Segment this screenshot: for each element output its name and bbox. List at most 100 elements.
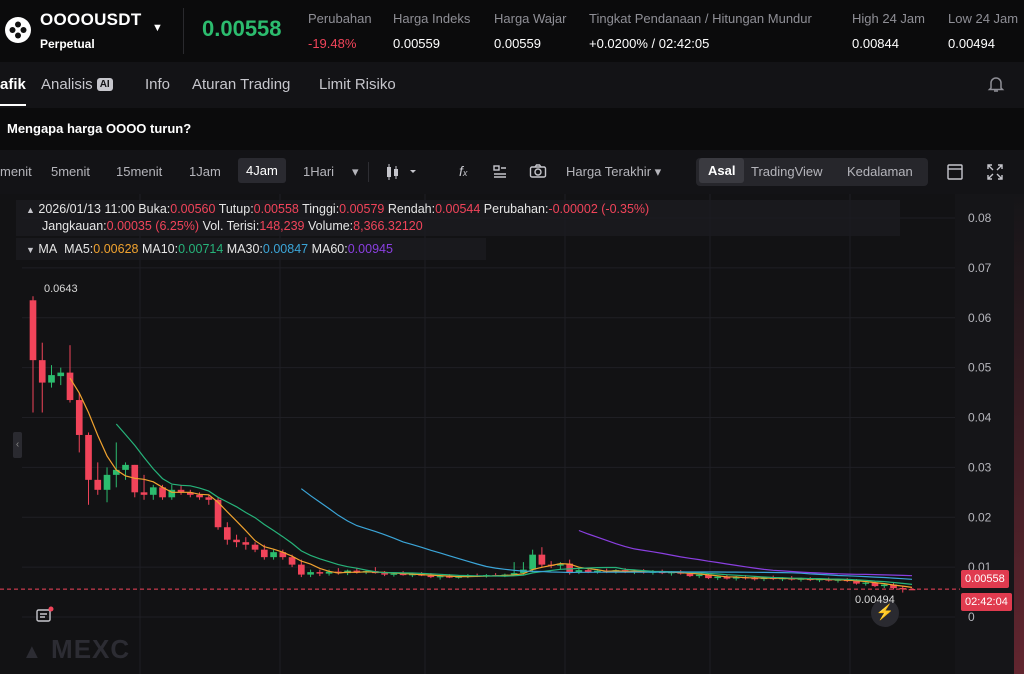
tab-analysis[interactable]: Analisis AI bbox=[41, 76, 113, 93]
chart-area[interactable]: 0.08 0.07 0.06 0.05 0.04 0.03 0.02 0.01 0 ▲ 2026… bbox=[0, 194, 1024, 674]
ohlc-low-label: Rendah: bbox=[387, 202, 436, 216]
ma60-value: 0.00945 bbox=[347, 242, 393, 256]
stat-high-24h: High 24 Jam 0.00844 bbox=[852, 11, 925, 51]
ohlc-change: -0.00002 (-0.35%) bbox=[548, 202, 650, 216]
tab-risk-limit[interactable]: Limit Risiko bbox=[319, 76, 396, 93]
ma30-line bbox=[300, 488, 913, 580]
candle-body bbox=[436, 576, 444, 578]
chart-settings-icon[interactable] bbox=[492, 164, 508, 185]
stat-funding-rate: Tingkat Pendanaan / Hitungan Mundur +0.0… bbox=[589, 11, 812, 51]
candle-body bbox=[140, 492, 148, 495]
ohlc-volume-label: Volume: bbox=[307, 219, 354, 233]
interval-5m[interactable]: 5menit bbox=[51, 164, 91, 179]
candle-body bbox=[566, 563, 573, 573]
symbol-dropdown-icon[interactable]: ▼ bbox=[152, 22, 163, 34]
candle-body bbox=[723, 576, 731, 579]
toolbar-divider bbox=[368, 162, 369, 182]
symbol-name[interactable]: OOOOUSDT bbox=[40, 10, 142, 29]
market-header: OOOOUSDT Perpetual ▼ 0.00558 Perubahan -… bbox=[0, 0, 1024, 63]
candle-body bbox=[186, 492, 194, 495]
ma5-label: MA5: bbox=[64, 242, 94, 256]
view-tradingview[interactable]: TradingView bbox=[751, 164, 823, 179]
candle-body bbox=[85, 434, 92, 480]
y-tick-label: 0 bbox=[968, 610, 975, 624]
tab-info[interactable]: Info bbox=[145, 76, 171, 93]
token-logo-icon bbox=[5, 17, 31, 43]
price-type-label: Harga Terakhir bbox=[566, 164, 652, 179]
candlestick-type-icon[interactable] bbox=[385, 163, 419, 186]
candle-body bbox=[890, 584, 897, 589]
ma60-label: MA60: bbox=[311, 242, 348, 256]
ohlc-change-label: Perubahan: bbox=[483, 202, 549, 216]
tab-trading-rules[interactable]: Aturan Trading bbox=[192, 76, 291, 93]
interval-1h[interactable]: 1Jam bbox=[189, 164, 221, 179]
header-divider bbox=[183, 8, 184, 54]
candle-body bbox=[103, 474, 111, 490]
stat-label: Tingkat Pendanaan / Hitungan Mundur bbox=[589, 11, 812, 26]
ohlc-legend-row2: Jangkauan:0.00035 (6.25%) Vol. Terisi:14… bbox=[42, 219, 423, 233]
candle-body bbox=[205, 497, 213, 500]
interval-15m[interactable]: 15menit bbox=[116, 164, 163, 179]
left-panel-toggle-icon[interactable]: ‹ bbox=[13, 432, 22, 458]
view-depth[interactable]: Kedalaman bbox=[847, 164, 913, 179]
candle-body bbox=[575, 570, 583, 573]
candle-body bbox=[381, 573, 388, 575]
ma30-label: MA30: bbox=[226, 242, 263, 256]
candle-body bbox=[159, 487, 166, 498]
section-tabs: afik Analisis AI Info Aturan Trading Limi… bbox=[0, 62, 1024, 108]
stat-change: Perubahan -19.48% bbox=[308, 11, 372, 51]
contract-type: Perpetual bbox=[40, 37, 95, 51]
candle-body bbox=[538, 554, 546, 565]
candle-body bbox=[66, 372, 74, 401]
candle-body bbox=[557, 563, 564, 566]
stat-label: Low 24 Jam bbox=[948, 11, 1019, 26]
indicators-icon[interactable]: fx bbox=[459, 163, 468, 179]
ohlc-legend: ▲ 2026/01/13 11:00 Buka:0.00560 Tutup:0.… bbox=[26, 202, 649, 216]
ohlc-range: 0.00035 (6.25%) bbox=[106, 219, 200, 233]
ohlc-open-label: Buka: bbox=[138, 202, 171, 216]
flash-trade-icon[interactable]: ⚡ bbox=[871, 599, 899, 627]
last-price: 0.00558 bbox=[202, 16, 282, 41]
stat-low-24h: Low 24 Jam 0.00494 bbox=[948, 11, 1018, 51]
y-tick-label: 0.04 bbox=[968, 411, 992, 425]
fullscreen-icon[interactable] bbox=[986, 163, 1004, 186]
candle-body bbox=[529, 554, 536, 570]
candle-body bbox=[288, 557, 296, 565]
candle-body bbox=[399, 573, 407, 576]
candle-body bbox=[149, 487, 157, 495]
ma10-line bbox=[115, 423, 913, 585]
candle-body bbox=[510, 573, 518, 575]
mexc-watermark: ▲ MEXC bbox=[22, 634, 131, 664]
interval-1d[interactable]: 1Hari bbox=[303, 164, 335, 179]
interval-4h[interactable]: 4Jam bbox=[238, 158, 286, 183]
candle-body bbox=[732, 577, 740, 579]
y-tick-label: 0.06 bbox=[968, 311, 992, 325]
candle-body bbox=[94, 479, 102, 490]
layout-icon[interactable] bbox=[946, 163, 964, 186]
price-type-select[interactable]: Harga Terakhir ▾ bbox=[566, 164, 662, 179]
ma30-value: 0.00847 bbox=[262, 242, 309, 256]
stat-value: 0.00494 bbox=[948, 36, 995, 51]
ohlc-high-label: Tinggi: bbox=[302, 202, 340, 216]
candle-body bbox=[335, 571, 342, 574]
ai-question-text[interactable]: Mengapa harga OOOO turun? bbox=[7, 121, 192, 136]
view-original[interactable]: Asal bbox=[699, 158, 745, 183]
ma-label[interactable]: MA bbox=[38, 242, 58, 256]
ai-question-banner[interactable]: Mengapa harga OOOO turun? bbox=[0, 108, 1024, 150]
collapse-legend-icon[interactable]: ▲ bbox=[26, 205, 35, 215]
candle-body bbox=[122, 464, 129, 470]
collapse-ma-icon[interactable]: ▼ bbox=[26, 245, 35, 255]
y-tick-label: 0.03 bbox=[968, 460, 992, 474]
ma10-label: MA10: bbox=[141, 242, 179, 256]
replay-icon[interactable] bbox=[34, 605, 54, 630]
interval-1m[interactable]: menit bbox=[0, 164, 32, 179]
candle-body bbox=[279, 552, 287, 558]
bell-icon[interactable] bbox=[987, 75, 1005, 98]
ohlc-high: 0.00579 bbox=[339, 202, 385, 216]
candle-body bbox=[584, 570, 592, 573]
tab-chart[interactable]: afik bbox=[0, 76, 26, 106]
candlestick-chart[interactable]: 0.080.070.060.050.040.030.020.010 bbox=[0, 194, 1024, 674]
candle-body bbox=[260, 549, 268, 558]
camera-icon[interactable] bbox=[529, 163, 547, 184]
interval-dropdown-icon[interactable]: ▾ bbox=[352, 164, 359, 179]
